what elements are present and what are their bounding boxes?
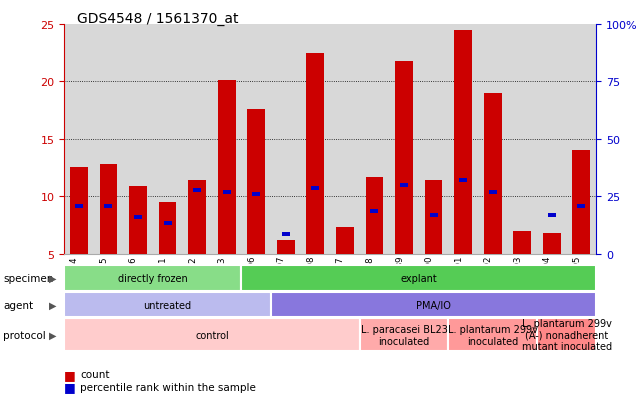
Bar xyxy=(312,187,319,191)
Bar xyxy=(448,318,537,351)
Text: specimen: specimen xyxy=(3,273,54,283)
Bar xyxy=(360,318,448,351)
Text: ■: ■ xyxy=(64,368,76,381)
Bar xyxy=(578,204,585,208)
Text: L. paracasei BL23
inoculated: L. paracasei BL23 inoculated xyxy=(361,324,447,346)
Bar xyxy=(242,266,596,291)
Bar xyxy=(271,292,596,318)
Text: L. plantarum 299v
(A-) nonadherent
mutant inoculated: L. plantarum 299v (A-) nonadherent mutan… xyxy=(522,318,612,351)
Bar xyxy=(75,204,83,208)
Bar xyxy=(572,151,590,254)
Bar xyxy=(548,213,556,217)
Text: GDS4548 / 1561370_at: GDS4548 / 1561370_at xyxy=(77,12,238,26)
Bar xyxy=(163,221,172,225)
Text: explant: explant xyxy=(401,273,437,283)
Text: count: count xyxy=(80,369,110,379)
Bar xyxy=(277,240,295,254)
Bar xyxy=(370,210,378,214)
Bar xyxy=(64,318,360,351)
Text: ▶: ▶ xyxy=(49,300,56,310)
Text: untreated: untreated xyxy=(144,300,192,310)
Bar xyxy=(488,190,497,195)
Bar xyxy=(64,266,242,291)
Bar xyxy=(282,233,290,237)
Text: protocol: protocol xyxy=(3,330,46,340)
Text: directly frozen: directly frozen xyxy=(118,273,188,283)
Bar xyxy=(218,81,235,254)
Text: control: control xyxy=(195,330,229,340)
Bar xyxy=(336,228,354,254)
Bar xyxy=(70,168,88,254)
Text: ▶: ▶ xyxy=(49,330,56,340)
Text: agent: agent xyxy=(3,300,33,310)
Bar xyxy=(64,292,271,318)
Bar xyxy=(129,186,147,254)
Bar xyxy=(247,109,265,254)
Bar xyxy=(222,190,231,195)
Bar xyxy=(193,188,201,192)
Bar xyxy=(395,62,413,254)
Bar xyxy=(537,318,596,351)
Bar xyxy=(400,183,408,188)
Bar xyxy=(104,204,112,208)
Text: percentile rank within the sample: percentile rank within the sample xyxy=(80,382,256,392)
Bar xyxy=(252,193,260,197)
Bar xyxy=(513,231,531,254)
Bar xyxy=(454,31,472,254)
Text: PMA/IO: PMA/IO xyxy=(416,300,451,310)
Bar xyxy=(134,216,142,220)
Text: ■: ■ xyxy=(64,380,76,393)
Bar xyxy=(306,53,324,254)
Bar xyxy=(484,93,501,254)
Bar xyxy=(425,180,442,254)
Text: L. plantarum 299v
inoculated: L. plantarum 299v inoculated xyxy=(448,324,538,346)
Bar xyxy=(429,213,438,217)
Bar xyxy=(159,202,176,254)
Bar xyxy=(365,177,383,254)
Bar xyxy=(459,179,467,183)
Text: ▶: ▶ xyxy=(49,273,56,283)
Bar xyxy=(543,233,561,254)
Bar xyxy=(99,165,117,254)
Bar xyxy=(188,180,206,254)
